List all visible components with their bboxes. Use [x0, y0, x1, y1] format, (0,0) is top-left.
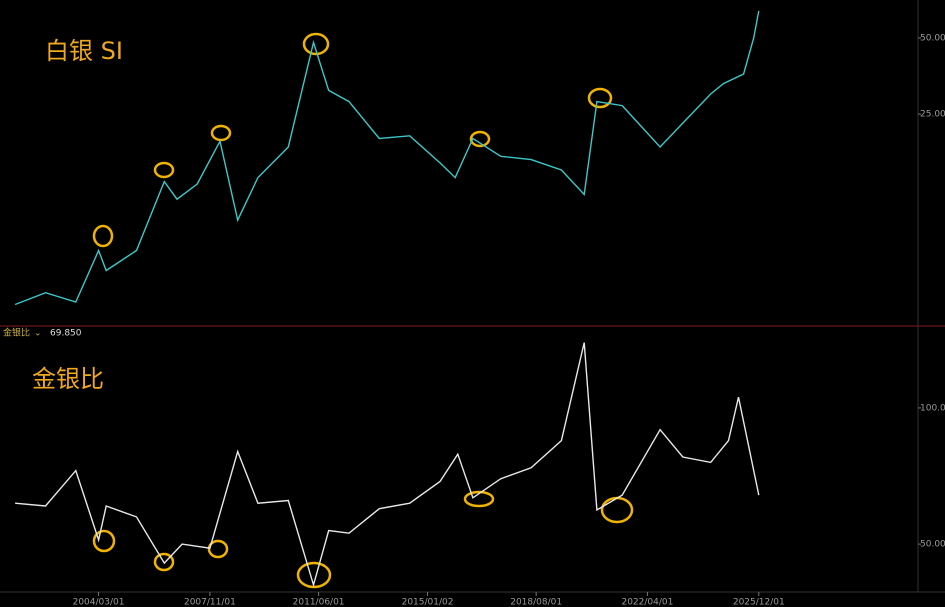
x-tick-label: 2011/06/01 [293, 598, 345, 607]
x-tick-label: 2018/08/01 [510, 598, 562, 607]
price-line [14, 10, 760, 306]
circle [207, 539, 229, 559]
circle [469, 130, 491, 148]
circle [302, 32, 330, 56]
annotations [92, 32, 634, 589]
x-tick-label: 2025/12/01 [733, 598, 785, 607]
circle [153, 552, 175, 572]
x-tick-label: 2015/01/02 [402, 598, 454, 607]
circle [587, 87, 613, 109]
circle [600, 496, 634, 524]
legend-name: 金银比 [3, 327, 30, 339]
x-tick-label: 2007/11/01 [184, 598, 236, 607]
legend-arrow: ⌄ [34, 329, 42, 339]
x-tick-label: 2004/03/01 [73, 598, 125, 607]
circle [153, 161, 175, 179]
chart-title: 金银比 [32, 365, 104, 393]
y-tick-label: 25.000 [920, 109, 945, 119]
y-tick-label: 50.000 [920, 33, 945, 43]
x-tick-label: 2022/04/01 [621, 598, 673, 607]
circle [92, 529, 116, 553]
price-line [15, 342, 760, 588]
circle [463, 490, 495, 508]
legend-value: 69.850 [50, 329, 82, 339]
y-tick-label: 100.000 [920, 403, 945, 413]
circle [92, 224, 114, 248]
circle [210, 124, 232, 142]
y-tick-label: 50.000 [920, 540, 945, 550]
circle [296, 561, 332, 589]
chart-title: 白银 SI [45, 37, 123, 65]
